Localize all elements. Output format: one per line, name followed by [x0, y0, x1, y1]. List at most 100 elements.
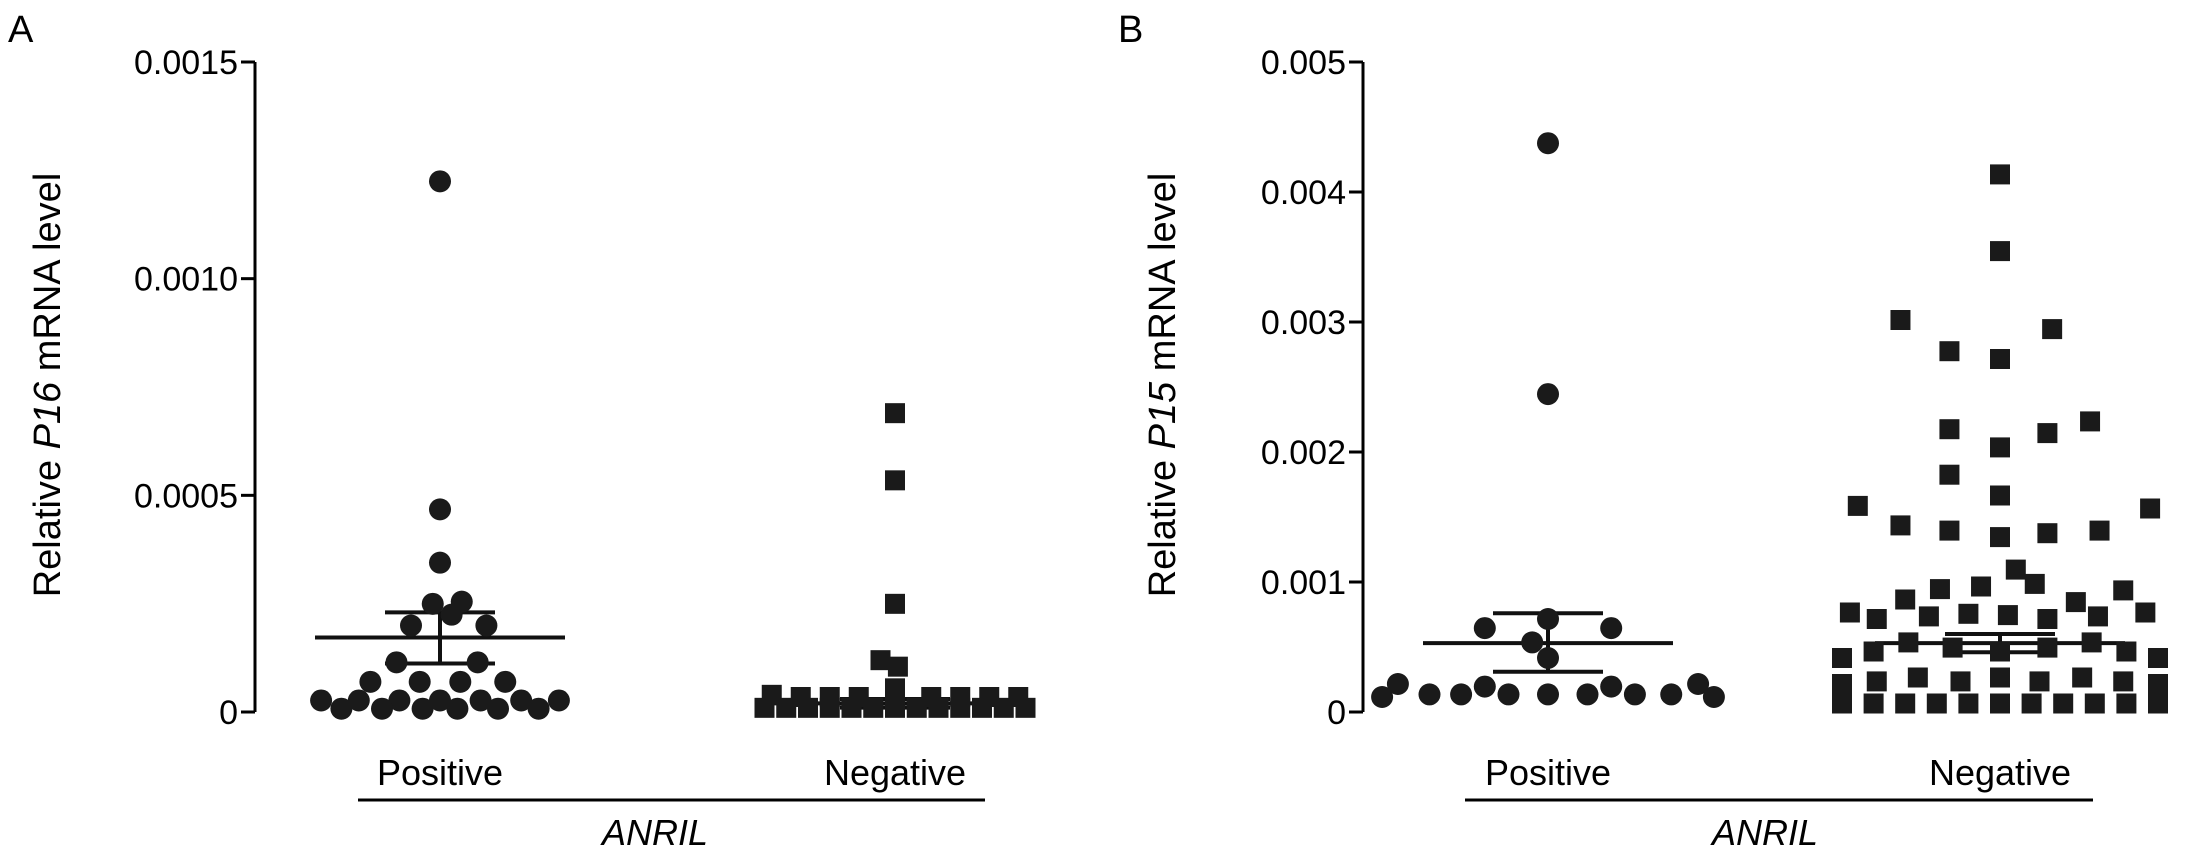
panel-b-positive-point-14 [1537, 683, 1559, 706]
panel-b-positive-point-4 [1600, 617, 1623, 640]
panel-b-negative-point-34 [1832, 648, 1852, 668]
panel-b-negative-point-46 [1950, 671, 1971, 692]
panel-a-y-label-gene: P16 [27, 381, 69, 449]
panel-b-negative-point-28 [1918, 606, 1939, 627]
panel-b-negative-point-33 [2135, 602, 2156, 623]
panel-a-positive-point-2 [429, 551, 451, 574]
panel-a-negative-point-20 [885, 697, 905, 718]
panel-a-positive-point-9 [466, 651, 489, 674]
panel-b-y-label-gene: P15 [1142, 381, 1184, 449]
panel-b-negative-point-13 [2140, 498, 2161, 519]
panel-b-negative-point-19 [2005, 559, 2026, 580]
panel-a-positive-point-7 [440, 603, 463, 626]
panel-a-y-tick-label-0: 0 [219, 694, 238, 732]
panel-b: B Relative P15 mRNA level 0 0.001 0.002 0.0… [1118, 9, 2168, 848]
panel-b-y-label-suffix: mRNA level [1142, 173, 1184, 382]
panel-b-positive-point-16 [1623, 683, 1646, 706]
panel-a-negative-point-21 [906, 697, 927, 718]
panel-b-negative-point-59 [2053, 693, 2074, 714]
panel-a-negative-point-0 [885, 403, 905, 424]
panel-b-positive-point-10 [1687, 673, 1710, 695]
panel-a-positive-point-12 [449, 670, 472, 693]
panel-b-negative-point-27 [1866, 609, 1887, 629]
panel-b-negative-point-56 [1958, 693, 1979, 714]
panel-b-negative-point-52 [1832, 693, 1852, 714]
panel-a-positive-point-23 [411, 697, 434, 720]
panel-b-negative-point-9 [2080, 411, 2101, 432]
panel-b-negative-point-44 [1866, 671, 1887, 692]
panel-a-positive-point-11 [408, 670, 431, 693]
panel-a-positive-point-18 [469, 689, 492, 712]
panel-b-negative-point-39 [2037, 637, 2058, 658]
panel-b-negative-point-47 [1990, 667, 2010, 688]
panel-b-positive-point-18 [1371, 686, 1394, 708]
panel-b-negative-point-38 [1990, 641, 2010, 662]
panel-b-positive-point-0 [1537, 132, 1559, 155]
panel-a-y-label-suffix: mRNA level [27, 173, 69, 382]
panel-b-x-axis-label: ANRIL [1710, 812, 1818, 848]
panel-a-negative-point-9 [885, 678, 905, 699]
panel-a-positive-point-19 [510, 689, 533, 712]
panel-a-negative-point-2 [885, 593, 905, 614]
panel-b-negative-point-20 [1929, 579, 1950, 600]
panel-a-y-tick-label-3: 0.0015 [134, 44, 238, 82]
panel-b-negative-point-43 [1832, 674, 1852, 694]
panel-b-negative-point-1 [1990, 241, 2010, 262]
panel-b-negative-point-60 [2084, 693, 2105, 714]
panel-b-negative-point-24 [1895, 589, 1916, 610]
panel-b-y-tick-label-5: 0.005 [1261, 44, 1346, 82]
panel-b-negative-point-8 [2037, 423, 2058, 444]
panel-b-negative-point-11 [1990, 485, 2010, 506]
panel-a-category-positive: Positive [377, 752, 503, 793]
panel-a-positive-point-1 [429, 498, 451, 521]
panel-b-negative-point-18 [2089, 520, 2110, 541]
panel-b-positive-point-1 [1537, 383, 1559, 406]
panel-a-positive-point-14 [310, 689, 333, 712]
panel-b-positive-point-13 [1497, 683, 1520, 706]
panel-b-negative-point-53 [1863, 693, 1884, 714]
panel-b-negative-point-31 [2037, 609, 2058, 629]
panel-a-positive-point-16 [388, 689, 411, 712]
panel-a-negative-point-25 [993, 697, 1014, 718]
panel-a-positive-point-24 [446, 697, 469, 720]
panel-b-negative-point-25 [2065, 592, 2086, 613]
panel-b-negative-point-6 [1939, 419, 1960, 440]
panel-b-y-axis-label: Relative P15 mRNA level [1142, 173, 1184, 598]
panel-b-y-tick-label-1: 0.001 [1261, 564, 1346, 602]
panel-b-negative-point-41 [2116, 641, 2137, 662]
panel-a-positive-point-10 [359, 670, 382, 693]
panel-a-negative-point-1 [885, 470, 905, 491]
panel-b-y-tick-label-2: 0.002 [1261, 434, 1346, 472]
panel-a-y-tick-label-2: 0.0010 [134, 261, 238, 299]
panel-b-negative-point-30 [1997, 605, 2018, 626]
panel-b-negative-point-0 [1990, 164, 2010, 185]
panel-a-negative-point-18 [841, 697, 862, 718]
panel-a-positive-point-17 [429, 689, 451, 712]
panel-b-negative-point-4 [1990, 349, 2010, 369]
panel-a-positive-point-3 [421, 592, 444, 615]
panel-a-positive-point-5 [400, 614, 422, 637]
panel-a-negative-point-4 [887, 656, 908, 677]
panel-b-negative-point-2 [1890, 310, 1911, 330]
panel-b-positive-point-9 [1386, 673, 1409, 695]
panel-b-y-tick-label-3: 0.003 [1261, 304, 1346, 342]
panel-b-negative-point-29 [1958, 603, 1979, 624]
panel-a-positive-point-15 [347, 689, 370, 712]
panel-b-positive-point-3 [1473, 617, 1496, 640]
panel-b-positive-point-19 [1702, 686, 1725, 708]
panel-b-negative-point-21 [1971, 576, 1992, 597]
panel-b-positive-point-2 [1537, 608, 1559, 630]
panel-a-y-axis-label: Relative P16 mRNA level [27, 173, 69, 598]
panel-b-negative-point-17 [2037, 523, 2058, 544]
panel-a-positive-point-13 [494, 670, 517, 693]
panel-b-negative-point-10 [1939, 464, 1960, 485]
panel-b-negative-point-5 [2042, 319, 2063, 340]
panel-a-positive-point-22 [371, 697, 393, 720]
panel-b-positive-point-6 [1537, 647, 1559, 669]
panel-b-positive-point-17 [1660, 683, 1683, 706]
panel-a-positive-point-26 [527, 697, 550, 720]
panel-a-negative-point-22 [928, 697, 949, 718]
panel-a-negative-point-16 [798, 697, 818, 718]
panel-a-positive-point-20 [547, 689, 570, 712]
